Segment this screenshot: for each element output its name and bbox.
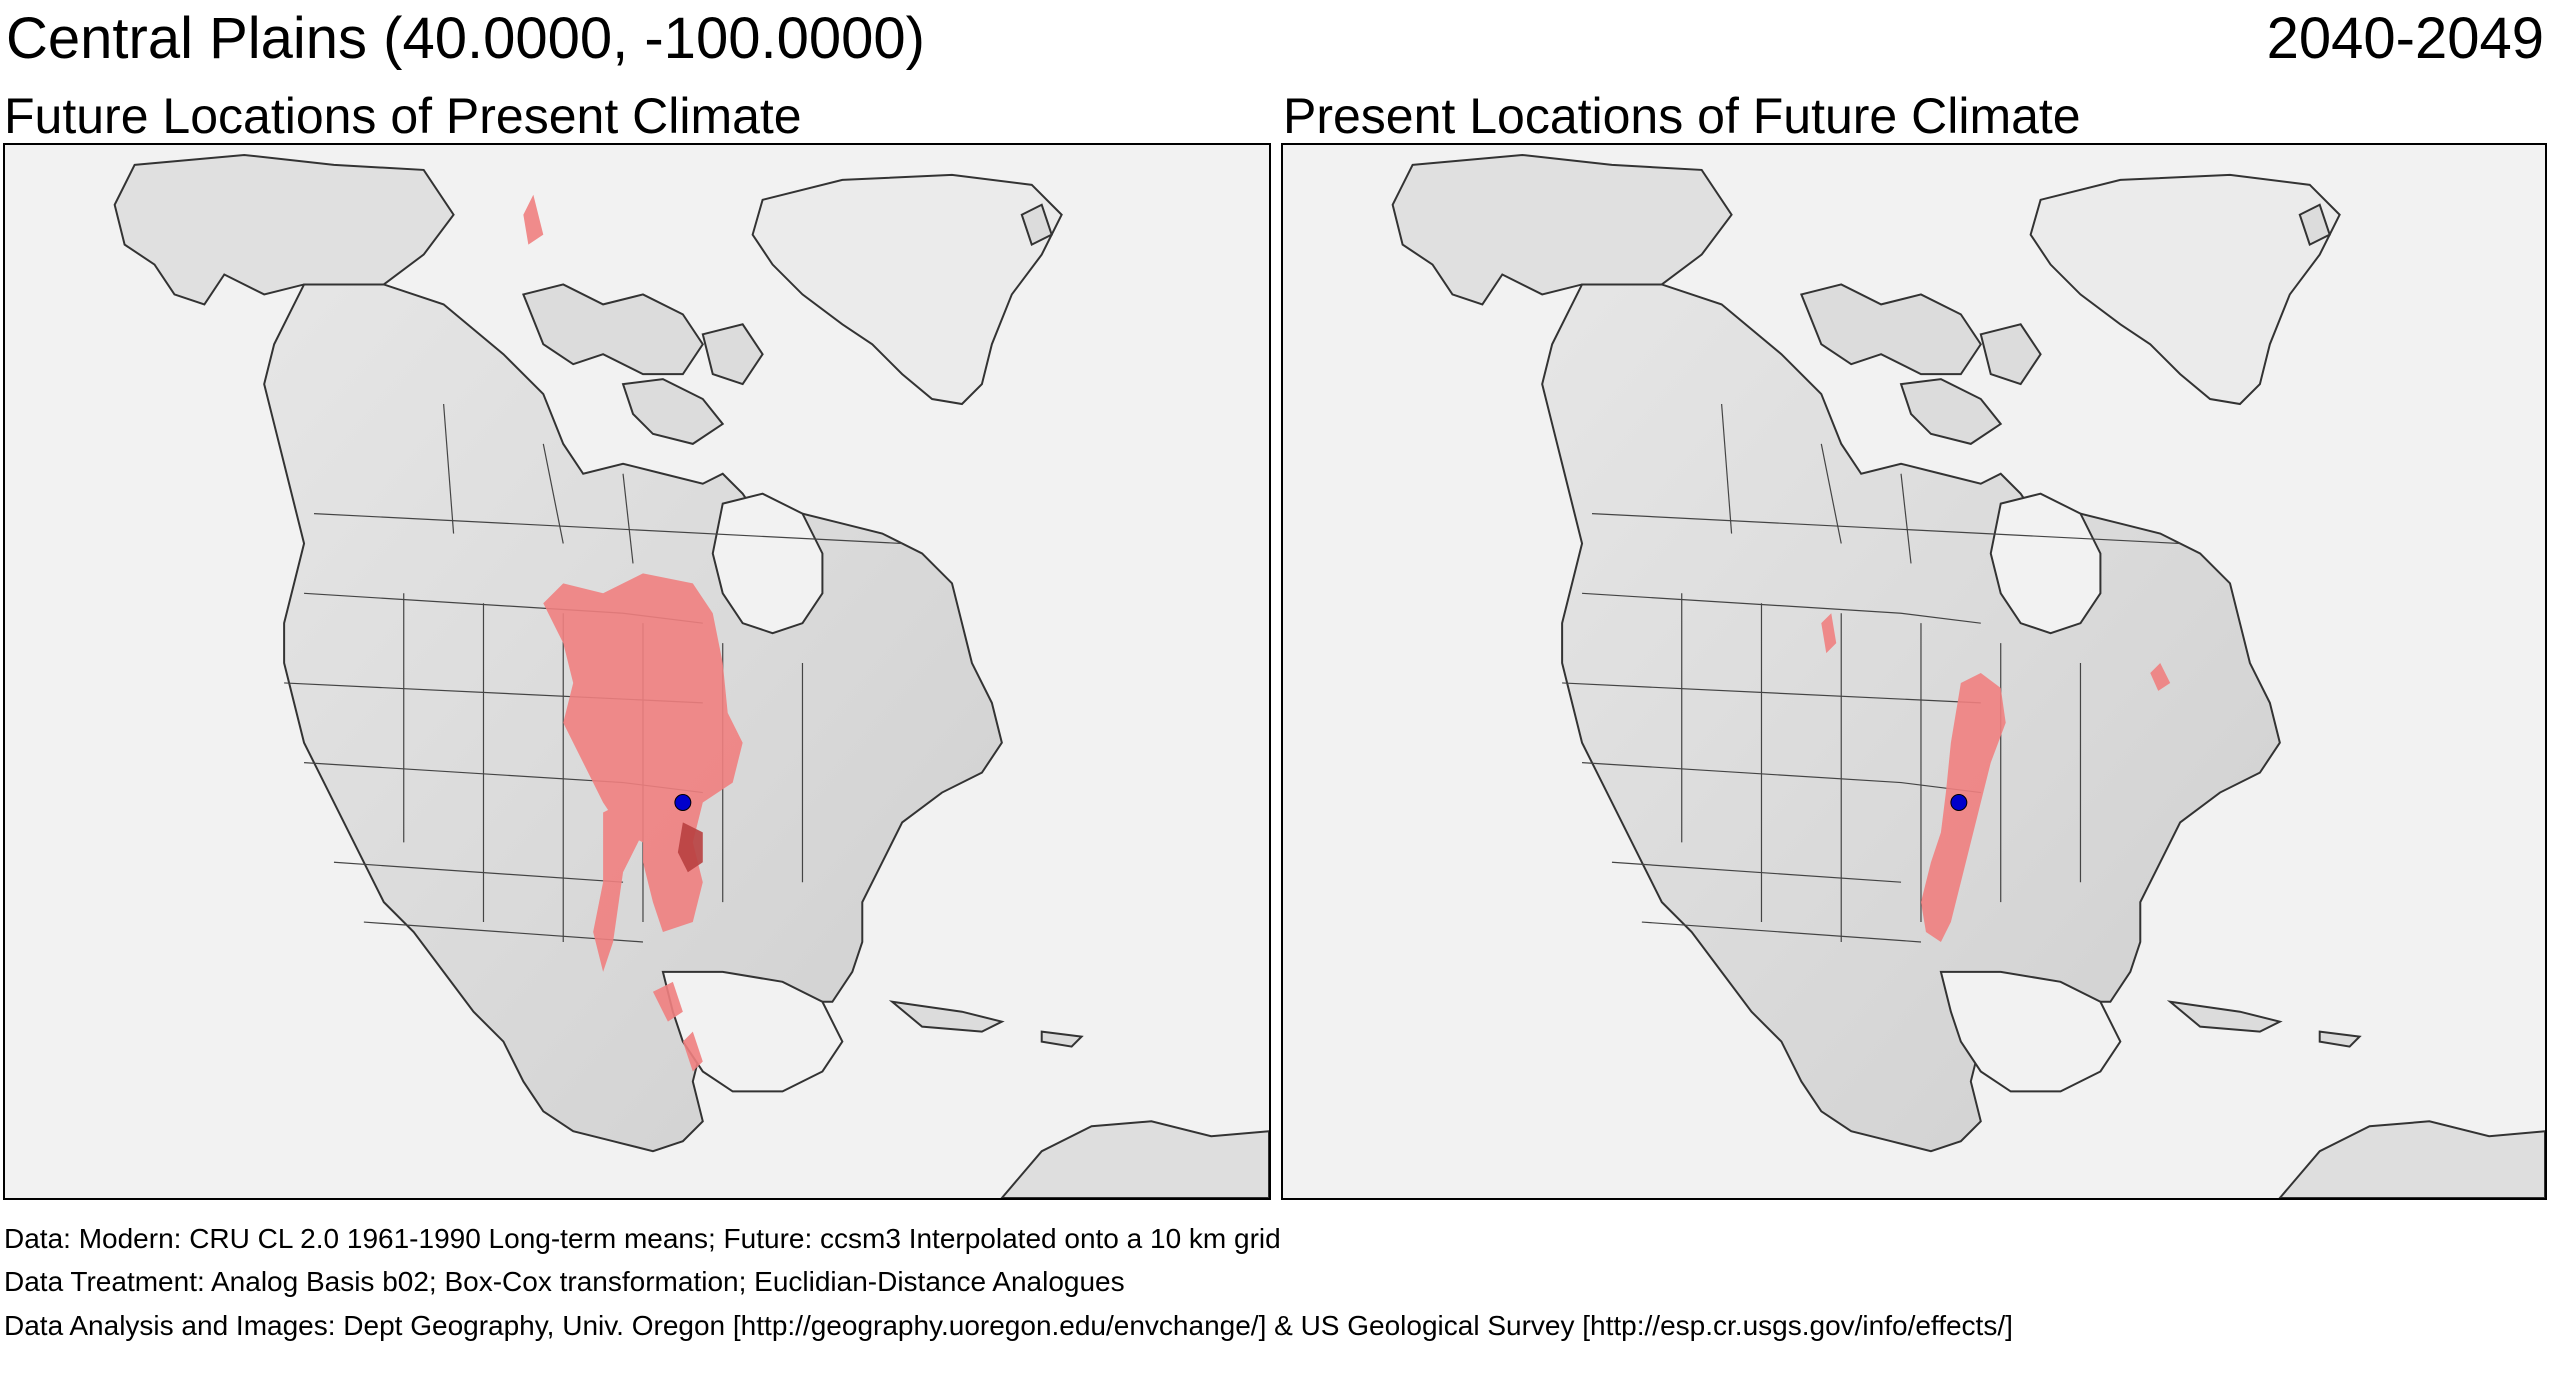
footer-data-source: Data: Modern: CRU CL 2.0 1961-1990 Long-… (4, 1223, 1281, 1254)
south-america-landmass (2278, 1120, 2545, 1198)
gulf-of-mexico (661, 970, 844, 1093)
political-boundaries (1562, 403, 2181, 943)
right-map (1281, 143, 2547, 1200)
caribbean-islands (2166, 1000, 2362, 1048)
south-america-landmass (1000, 1120, 1269, 1198)
gulf-of-mexico (1939, 970, 2122, 1093)
hudson-bay (711, 492, 824, 635)
greenland-landmass (2029, 173, 2341, 406)
alaska-landmass (113, 153, 455, 306)
alaska-landmass (1391, 153, 1733, 306)
left-map-canvas (113, 153, 1269, 1198)
caribbean-islands (888, 1000, 1084, 1048)
footer-attribution: Data Analysis and Images: Dept Geography… (4, 1310, 2013, 1341)
target-location-marker (674, 794, 692, 811)
analog-climate-core (677, 822, 703, 873)
arctic-islands (522, 203, 1053, 445)
page-title: Central Plains (40.0000, -100.0000) (6, 6, 925, 71)
footer-data-treatment: Data Treatment: Analog Basis b02; Box-Co… (4, 1266, 1125, 1297)
arctic-islands (1800, 203, 2331, 445)
target-location-marker (1950, 794, 1968, 811)
hudson-bay (1989, 492, 2102, 635)
greenland-landmass (751, 173, 1063, 406)
right-panel-title: Present Locations of Future Climate (1283, 88, 2081, 144)
right-map-canvas (1391, 153, 2545, 1198)
time-period-label: 2040-2049 (2266, 6, 2544, 71)
left-map (3, 143, 1271, 1200)
left-panel-title: Future Locations of Present Climate (4, 88, 802, 144)
